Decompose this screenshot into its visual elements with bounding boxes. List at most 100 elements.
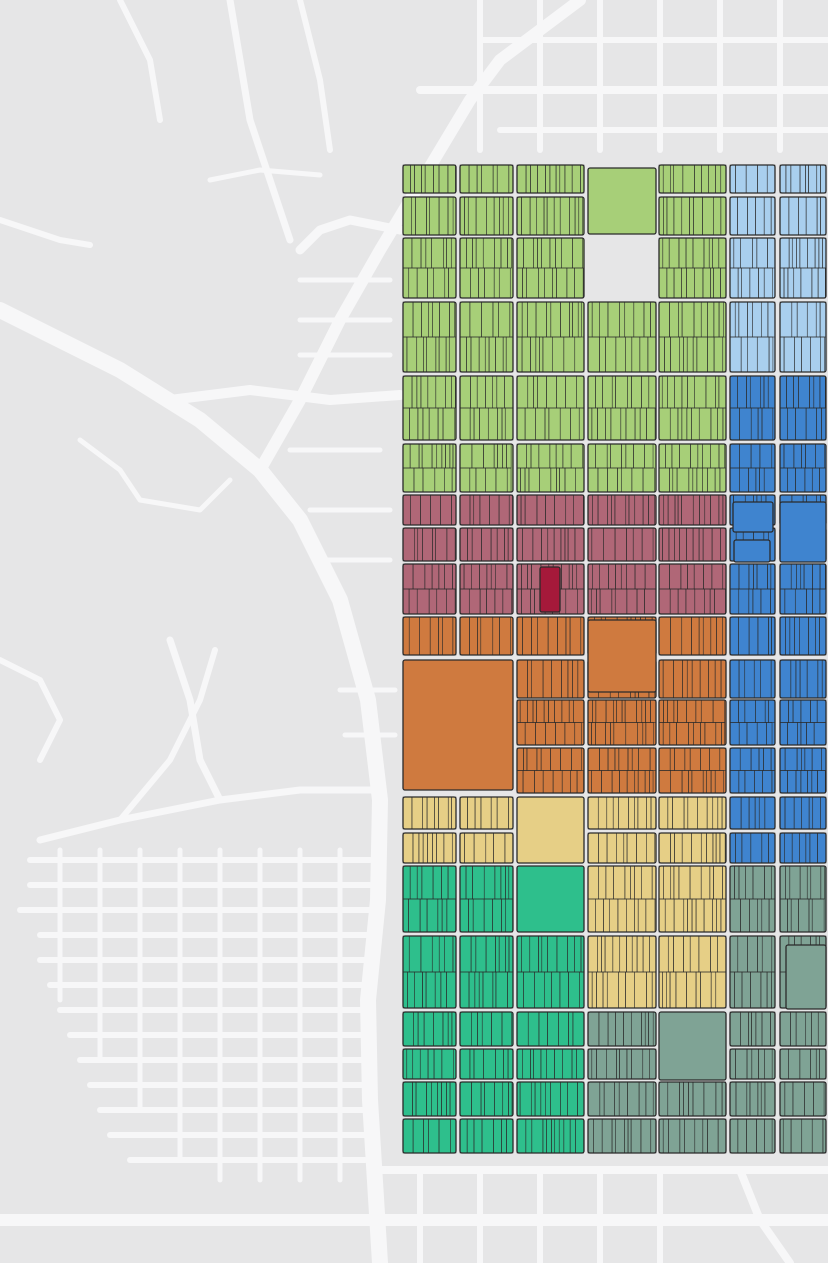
- block-blue-light: [779, 301, 827, 373]
- block-rose: [516, 494, 585, 526]
- block-blue: [729, 616, 776, 656]
- block-blue: [779, 796, 827, 830]
- block-blue: [729, 375, 776, 441]
- block-blue: [779, 563, 827, 615]
- block-light-green: [658, 301, 727, 373]
- block-slate-green: [729, 935, 776, 1009]
- block-slate-green: [587, 1081, 657, 1117]
- block-blue: [729, 443, 776, 493]
- block-slate-green: [729, 865, 776, 933]
- block-orange: [587, 619, 657, 693]
- block-light-green: [402, 375, 457, 441]
- block-blue: [729, 747, 776, 794]
- block-orange: [587, 747, 657, 794]
- block-blue-light: [779, 237, 827, 299]
- block-orange: [658, 616, 727, 656]
- block-orange: [658, 699, 727, 746]
- block-rose: [539, 566, 561, 613]
- block-orange: [402, 659, 514, 791]
- block-rose: [459, 494, 514, 526]
- block-slate-green: [587, 1011, 657, 1047]
- block-rose: [587, 563, 657, 615]
- block-blue: [779, 501, 827, 563]
- block-tan: [459, 796, 514, 830]
- block-slate-green: [658, 1081, 727, 1117]
- block-blue-light: [779, 164, 827, 194]
- block-slate-green: [729, 1048, 776, 1080]
- block-light-green: [658, 196, 727, 236]
- block-tan: [516, 796, 585, 864]
- block-teal: [516, 1081, 585, 1117]
- block-light-green: [402, 237, 457, 299]
- block-rose: [402, 563, 457, 615]
- block-slate-green: [785, 944, 827, 1010]
- block-teal: [402, 1048, 457, 1080]
- block-slate-green: [729, 1118, 776, 1154]
- block-tan: [459, 832, 514, 864]
- block-teal: [402, 865, 457, 933]
- block-rose: [658, 527, 727, 562]
- block-light-green: [587, 443, 657, 493]
- block-blue: [779, 832, 827, 864]
- block-blue: [779, 443, 827, 493]
- block-slate-green: [658, 1011, 727, 1081]
- block-slate-green: [587, 1048, 657, 1080]
- block-teal: [402, 935, 457, 1009]
- block-teal: [516, 1048, 585, 1080]
- block-blue: [779, 699, 827, 746]
- block-blue: [733, 539, 771, 563]
- block-tan: [658, 935, 727, 1009]
- block-rose: [402, 527, 457, 562]
- block-orange: [459, 616, 514, 656]
- block-slate-green: [779, 1118, 827, 1154]
- block-tan: [587, 796, 657, 830]
- block-teal: [402, 1011, 457, 1047]
- block-tan: [587, 865, 657, 933]
- block-light-green: [402, 443, 457, 493]
- block-light-green: [658, 375, 727, 441]
- block-rose: [658, 563, 727, 615]
- block-light-green: [516, 196, 585, 236]
- block-rose: [587, 494, 657, 526]
- block-blue-light: [729, 237, 776, 299]
- block-light-green: [516, 237, 585, 299]
- block-slate-green: [779, 865, 827, 933]
- block-tan: [402, 832, 457, 864]
- block-light-green: [459, 443, 514, 493]
- block-slate-green: [729, 1081, 776, 1117]
- block-blue: [729, 832, 776, 864]
- block-blue: [779, 375, 827, 441]
- block-slate-green: [587, 1118, 657, 1154]
- block-teal: [459, 1118, 514, 1154]
- block-slate-green: [658, 1118, 727, 1154]
- block-light-green: [658, 443, 727, 493]
- block-light-green: [516, 164, 585, 194]
- block-tan: [658, 796, 727, 830]
- block-blue-light: [779, 196, 827, 236]
- block-teal: [459, 1048, 514, 1080]
- block-teal: [459, 865, 514, 933]
- block-blue-light: [729, 196, 776, 236]
- block-blue: [779, 747, 827, 794]
- block-tan: [658, 832, 727, 864]
- block-light-green: [459, 301, 514, 373]
- block-teal: [516, 1118, 585, 1154]
- block-blue: [729, 563, 776, 615]
- block-light-green: [516, 375, 585, 441]
- block-slate-green: [779, 1081, 827, 1117]
- block-light-green: [459, 237, 514, 299]
- block-blue-light: [729, 301, 776, 373]
- block-rose: [587, 527, 657, 562]
- block-blue: [732, 501, 774, 533]
- block-orange: [516, 659, 585, 699]
- block-rose: [459, 527, 514, 562]
- block-orange: [587, 699, 657, 746]
- block-light-green: [658, 164, 727, 194]
- block-light-green: [459, 196, 514, 236]
- block-blue: [729, 659, 776, 699]
- block-tan: [658, 865, 727, 933]
- block-light-green: [587, 301, 657, 373]
- block-teal: [459, 935, 514, 1009]
